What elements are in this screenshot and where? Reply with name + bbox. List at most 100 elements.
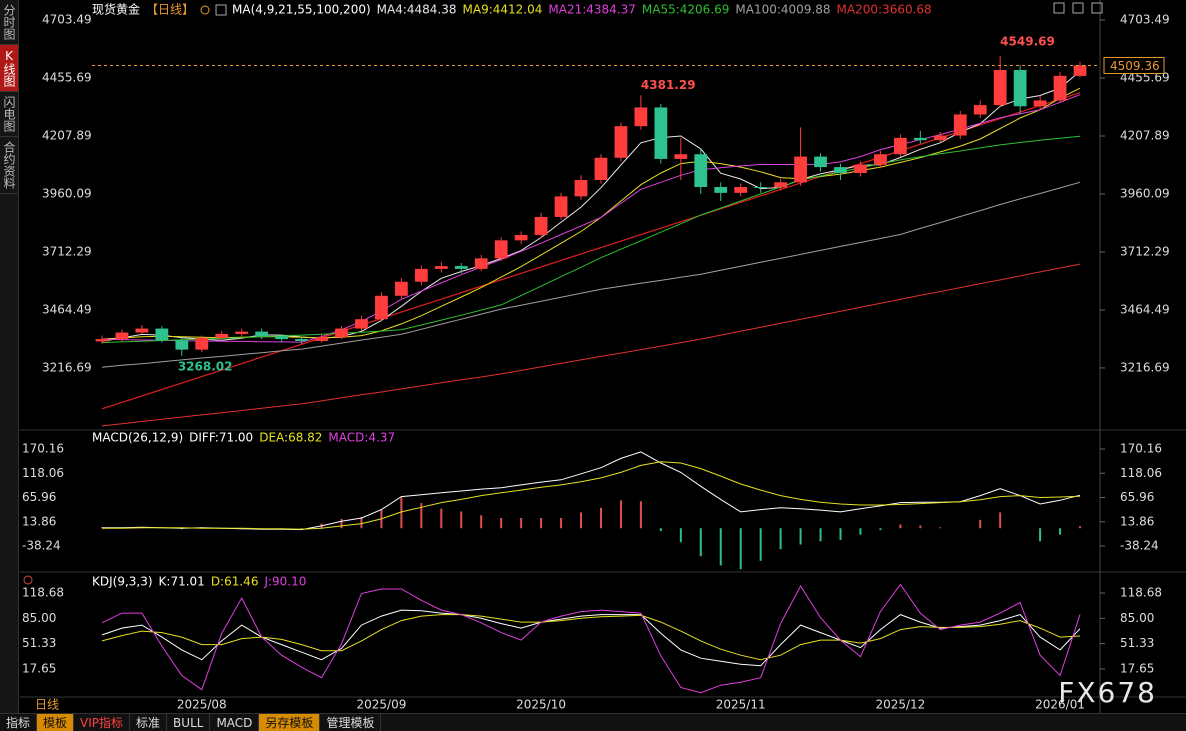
candle-body bbox=[454, 266, 468, 269]
sidebar-tab[interactable]: 合约资料 bbox=[0, 137, 18, 194]
sidebar-tab[interactable]: 闪电图 bbox=[0, 92, 18, 137]
toolbar-item[interactable]: BULL bbox=[167, 714, 211, 731]
y-tick-label: 3712.29 bbox=[1120, 244, 1170, 258]
candle-body bbox=[235, 331, 249, 334]
icon[interactable] bbox=[1072, 2, 1084, 14]
watermark: FX678 bbox=[1058, 676, 1157, 709]
icon[interactable] bbox=[1053, 2, 1065, 14]
y-tick-label: 3960.09 bbox=[1120, 186, 1170, 200]
x-tick-label: 2025/09 bbox=[356, 698, 406, 712]
high-label: 4381.29 bbox=[641, 78, 696, 92]
y-tick-label: 3464.49 bbox=[1120, 302, 1170, 316]
toolbar-item[interactable]: 指标 bbox=[0, 714, 38, 731]
panel-title: KDJ(9,3,3) bbox=[92, 575, 153, 589]
x-tick-label: 2025/08 bbox=[177, 698, 227, 712]
y-tick-label: 4455.69 bbox=[42, 71, 92, 85]
candle-body bbox=[255, 331, 269, 337]
y-tick-label: -38.24 bbox=[1120, 539, 1159, 553]
price-label: 4509.36 bbox=[1110, 59, 1160, 73]
toolbar-item[interactable]: 标准 bbox=[130, 714, 168, 731]
line bbox=[101, 70, 1081, 342]
candle-body bbox=[155, 328, 169, 341]
candle-body bbox=[195, 337, 209, 350]
line bbox=[101, 609, 1081, 667]
x-tick-label: 2025/10 bbox=[516, 698, 566, 712]
y-tick-label: 3712.29 bbox=[42, 244, 92, 258]
candle-body bbox=[973, 105, 987, 115]
line bbox=[101, 94, 1081, 343]
period-label: 日线 bbox=[35, 698, 59, 712]
y-tick-label: 4703.49 bbox=[1120, 13, 1170, 27]
y-tick-label: 13.86 bbox=[22, 514, 56, 528]
line bbox=[102, 451, 1081, 531]
candle-body bbox=[1013, 70, 1027, 107]
y-tick-label: 170.16 bbox=[22, 442, 64, 456]
line bbox=[101, 181, 1081, 368]
candle-body bbox=[115, 332, 129, 340]
candle-body bbox=[434, 266, 448, 269]
candle-body bbox=[215, 333, 229, 338]
y-tick-label: 3216.69 bbox=[42, 360, 92, 374]
legend-entry: DEA:68.82 bbox=[259, 431, 322, 445]
low-label: 3268.02 bbox=[178, 359, 233, 373]
candle-body bbox=[634, 107, 648, 127]
candle-body bbox=[394, 281, 408, 296]
toolbar-item[interactable]: 模板 bbox=[37, 714, 75, 731]
y-tick-label: 118.06 bbox=[22, 466, 64, 480]
line bbox=[101, 583, 1081, 694]
toolbar-item[interactable]: 管理模板 bbox=[320, 714, 382, 731]
y-tick-label: 65.96 bbox=[1120, 490, 1154, 504]
sidebar-tab[interactable]: K线图 bbox=[0, 45, 18, 92]
toolbar-item[interactable]: VIP指标 bbox=[74, 714, 131, 731]
y-tick-label: 4207.89 bbox=[1120, 129, 1170, 143]
y-tick-label: 4455.69 bbox=[1120, 71, 1170, 85]
candle-body bbox=[714, 186, 728, 193]
legend-entry: J:90.10 bbox=[263, 575, 306, 589]
line bbox=[101, 263, 1081, 427]
candle-body bbox=[534, 216, 548, 235]
candle-body bbox=[734, 186, 748, 193]
candle-body bbox=[95, 339, 109, 342]
window-icons bbox=[1053, 2, 1103, 14]
y-tick-label: 51.33 bbox=[1120, 636, 1154, 650]
ma-params: MA(4,9,21,55,100,200) bbox=[232, 3, 371, 17]
toolbar-item[interactable]: MACD bbox=[210, 714, 260, 731]
y-tick-label: 51.33 bbox=[22, 636, 56, 650]
candle-body bbox=[614, 126, 628, 158]
y-tick-label: 170.16 bbox=[1120, 442, 1162, 456]
candle-body bbox=[874, 154, 887, 165]
y-tick-label: 17.65 bbox=[1120, 661, 1154, 675]
y-tick-label: 118.68 bbox=[1120, 586, 1162, 600]
candle-body bbox=[794, 156, 807, 183]
candle-body bbox=[1053, 75, 1067, 101]
candle-body bbox=[834, 167, 847, 173]
y-tick-label: 17.65 bbox=[22, 661, 56, 675]
line bbox=[101, 87, 1081, 340]
candle-body bbox=[1073, 65, 1087, 76]
candle-body bbox=[754, 186, 768, 188]
candle-body bbox=[494, 240, 508, 259]
legend-entry: MA21:4384.37 bbox=[548, 3, 636, 17]
high-label: 4549.69 bbox=[1000, 35, 1055, 49]
toolbar: 指标 模板 VIP指标 标准 BULL MACD 另存模板 管理模板 bbox=[0, 713, 1186, 731]
candle-body bbox=[893, 137, 907, 155]
candle-body bbox=[135, 328, 149, 333]
indicator-icon[interactable] bbox=[23, 575, 33, 585]
sidebar-tab[interactable]: 分时图 bbox=[0, 0, 18, 45]
y-tick-label: 85.00 bbox=[1120, 611, 1154, 625]
candle-body bbox=[275, 336, 289, 340]
toolbar-item[interactable]: 另存模板 bbox=[259, 714, 321, 731]
icon bbox=[200, 5, 210, 15]
icon[interactable] bbox=[1091, 2, 1103, 14]
candle-body bbox=[514, 234, 528, 241]
panel-title: MACD(26,12,9) bbox=[92, 431, 183, 445]
candle-body bbox=[854, 164, 867, 173]
candle-body bbox=[295, 339, 308, 341]
candle-body bbox=[355, 319, 368, 329]
legend-entry: MA55:4206.69 bbox=[642, 3, 730, 17]
y-tick-label: -38.24 bbox=[22, 539, 61, 553]
y-tick-label: 3216.69 bbox=[1120, 360, 1170, 374]
x-tick-label: 2026/01 bbox=[1035, 698, 1085, 712]
icon bbox=[215, 4, 227, 16]
line bbox=[101, 135, 1081, 344]
